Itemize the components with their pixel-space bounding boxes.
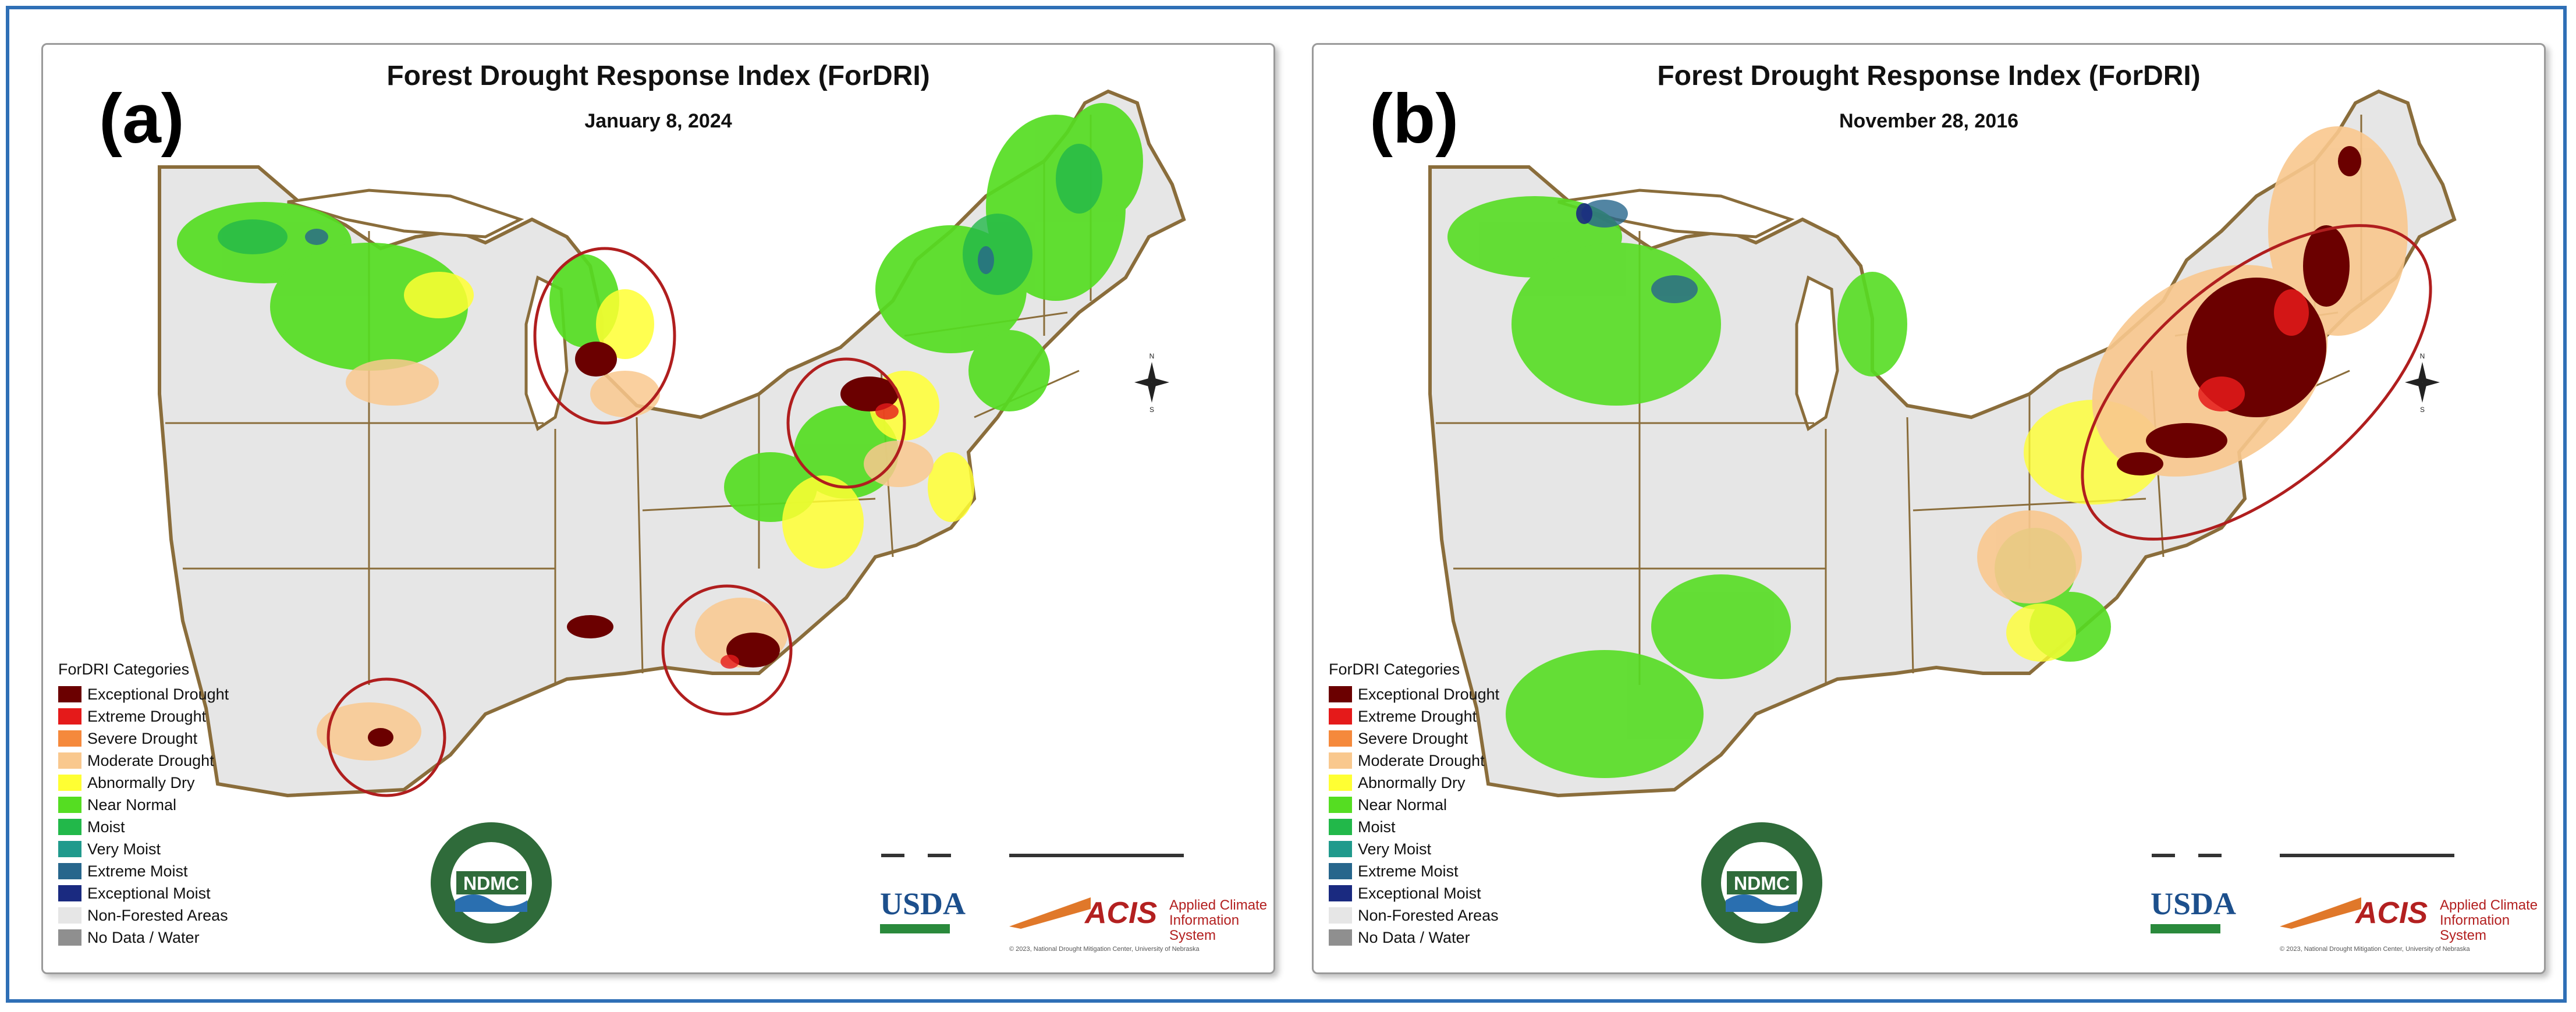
legend-label: Very Moist [1358,840,1432,858]
legend-label: Very Moist [87,840,161,858]
legend-label: Extreme Drought [87,707,207,725]
map-panel-a: (a) Forest Drought Response Index (ForDR… [41,43,1275,974]
highlight-circles [327,247,906,797]
legend-label: Moderate Drought [87,751,214,769]
map-date: November 28, 2016 [1839,110,2019,132]
scale-bar [881,854,1184,857]
legend-label: Moist [87,818,125,836]
legend-label: Abnormally Dry [87,773,195,791]
map-panel-b: (b) Forest Drought Response Index (ForDR… [1312,43,2546,974]
legend: ForDRI Categories Exceptional Drought Ex… [58,661,229,949]
moderate-drought-areas [317,359,934,761]
abnormally-dry-areas [404,272,974,569]
legend-label: Exceptional Moist [87,884,211,902]
extreme-moist-areas [305,229,994,274]
legend-label: No Data / Water [1358,928,1470,946]
lake-michigan [1795,275,1839,431]
legend-label: Moderate Drought [1358,751,1485,769]
legend-label: Extreme Drought [1358,707,1477,725]
legend-label: Non-Forested Areas [1358,906,1499,924]
map-date: January 8, 2024 [584,110,732,132]
panel-letter: (a) [99,80,184,158]
legend-title: ForDRI Categories [1329,661,1460,678]
legend-label: Moist [1358,818,1396,836]
acis-swoosh-icon [2280,897,2361,929]
legend-label: Extreme Moist [87,862,188,880]
legend-label: Extreme Moist [1358,862,1459,880]
compass-icon: N S [2405,352,2440,414]
highlight-circles [2081,224,2432,541]
scale-bar [2152,854,2454,857]
acis-subtitle: Applied Climate Information System [2440,897,2538,943]
ndmc-text: NDMC [1734,873,1790,894]
acis-swoosh-icon [1009,897,1091,929]
compass-icon: N S [1134,352,1169,414]
map-title: Forest Drought Response Index (ForDRI) [1657,61,2201,91]
legend: ForDRI Categories Exceptional Drought Ex… [1329,661,1499,949]
acis-logo: ACIS [1085,896,1158,930]
usda-logo: USDA [2151,886,2236,933]
panel-letter: (b) [1369,80,1459,158]
legend-label: Exceptional Moist [1358,884,1481,902]
legend-label: Abnormally Dry [1358,773,1466,791]
ndmc-logo: NDMC [431,822,552,943]
usda-logo: USDA [880,886,966,933]
ndmc-logo: NDMC [1701,822,1822,943]
extreme-drought-areas [2198,289,2309,411]
extreme-drought-areas [721,403,899,669]
legend-label: Exceptional Drought [87,685,229,703]
exceptional-moist-areas [1576,203,1592,224]
legend-label: Severe Drought [87,729,198,747]
legend-title: ForDRI Categories [58,661,190,678]
compass-s: S [1149,406,1154,414]
moist-areas [218,144,1102,295]
copyright: © 2023, National Drought Mitigation Cent… [2280,946,2470,953]
fordri-map-a [158,89,1186,798]
compass-s: S [2420,406,2425,414]
fordri-map-b [1428,89,2457,798]
map-title: Forest Drought Response Index (ForDRI) [386,61,930,91]
copyright: © 2023, National Drought Mitigation Cent… [1009,946,1200,953]
acis-subtitle: Applied Climate Information System [1169,897,1268,943]
ndmc-text: NDMC [463,873,519,894]
acis-logo: ACIS [2355,896,2428,930]
legend-label: Exceptional Drought [1358,685,1500,703]
legend-label: Near Normal [87,796,177,814]
exceptional-drought-areas [368,342,899,747]
extreme-moist-areas [1581,200,1698,303]
figure-frame: (a) Forest Drought Response Index (ForDR… [6,6,2567,1003]
legend-label: No Data / Water [87,928,200,946]
legend-label: Near Normal [1358,796,1447,814]
legend-label: Non-Forested Areas [87,906,228,924]
legend-label: Severe Drought [1358,729,1468,747]
lake-superior [287,189,524,239]
compass-n: N [1149,352,1155,360]
compass-n: N [2420,352,2425,360]
